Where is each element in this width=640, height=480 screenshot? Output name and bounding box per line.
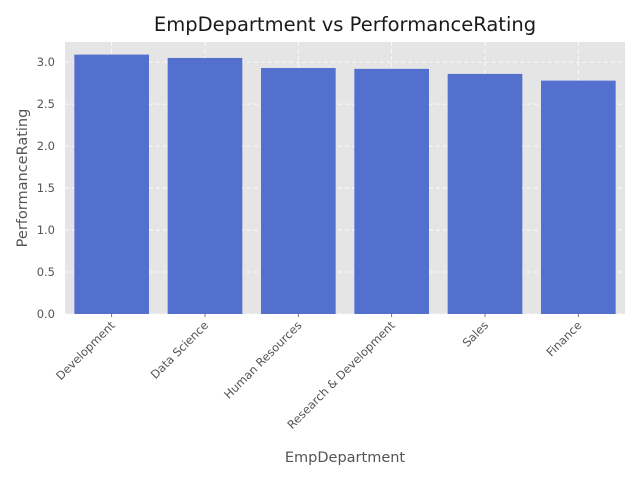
x-tick-label: Research & Development [284,318,398,432]
x-tick-label: Sales [460,318,492,350]
bar [541,80,616,315]
y-axis-label: PerformanceRating [15,109,31,248]
x-tick-label: Finance [543,318,584,359]
y-tick-label: 1.5 [37,181,55,195]
bar [167,57,243,314]
y-tick-label: 0.0 [37,307,55,321]
y-tick-label: 3.0 [37,55,55,69]
chart-title: EmpDepartment vs PerformanceRating [154,13,536,36]
bars-layer [74,54,616,315]
y-tick-label: 1.0 [37,223,55,237]
x-axis-label: EmpDepartment [285,450,406,466]
x-tick-label: Human Resources [221,318,304,401]
bar [354,68,429,314]
x-axis-ticks: Development Data Science Human ResourcesRe… [53,314,584,432]
bar [447,73,523,314]
plot-background [65,42,625,314]
x-tick-label: Development [53,318,118,383]
bar [74,54,149,315]
y-tick-label: 2.5 [37,97,55,111]
y-tick-label: 0.5 [37,265,55,279]
y-axis-ticks: 0.0 0.5 1.0 1.5 2.0 2.5 3.0 [37,55,55,321]
bar [261,68,336,314]
x-tick-label: Data Science [148,318,211,381]
y-tick-label: 2.0 [37,139,55,153]
